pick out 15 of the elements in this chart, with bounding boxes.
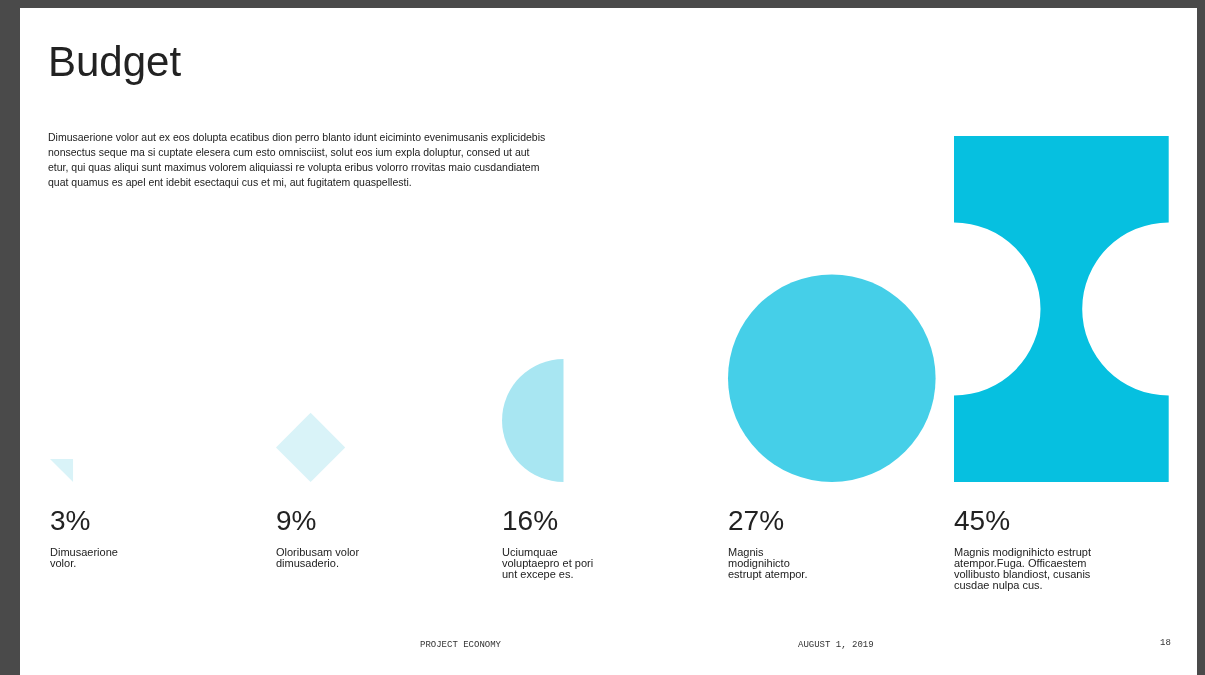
data-label: 3% xyxy=(50,505,91,536)
data-label: 45% xyxy=(954,505,1011,536)
text: PROJECT ECONOMY xyxy=(420,640,502,650)
category-label: Magnis modignihicto estrupt atempor. xyxy=(728,545,808,580)
text: AUGUST 1, 2019 xyxy=(798,640,874,650)
category-label: Dimusaerione volor. xyxy=(50,545,118,569)
data-label: 9% xyxy=(276,505,317,536)
text: Budget xyxy=(48,38,182,86)
category-label: Oloribusam volor dimusaderio. xyxy=(276,545,360,569)
text: Dimusaerione volor aut ex eos dolupta ecatibus dion perro blanto idunt eiciminto evenimusanis explicidebis nonsectus seque ma si cuptate elesera cum esto omnisciist, solut eos ium expla doluptur, consed ut aut etur, qui quas aliqui sunt maximus volorem aliquiassi re volupta eribus volorro rrovitas maio cusdandiatem quat quamus es apel ent idebit esectaqui cus et mi, aut fugitatem quaspellesti. xyxy=(48,130,547,190)
data-label: 16% xyxy=(502,505,559,536)
category-label: Uciumquae voluptaepro et pori unt excepe es. xyxy=(502,545,594,580)
category-label: Magnis modignihicto estrupt atempor.Fuga. Officaestem vollibusto blandiost, cusanis cusdae nulpa cus. xyxy=(954,545,1091,591)
data-label: 27% xyxy=(728,505,785,536)
text: 18 xyxy=(1160,638,1171,648)
